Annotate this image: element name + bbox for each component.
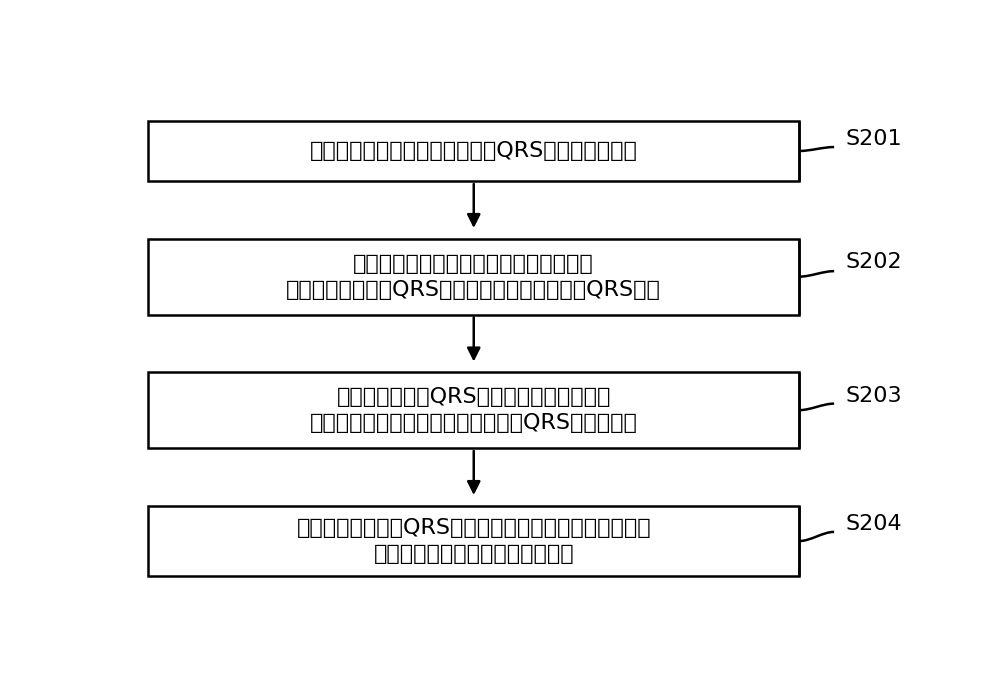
FancyBboxPatch shape (148, 239, 799, 315)
Text: S204: S204 (846, 514, 902, 534)
Text: S203: S203 (846, 386, 902, 406)
Text: S202: S202 (846, 252, 902, 272)
Text: ，输入训练好的分类模型进行分类: ，输入训练好的分类模型进行分类 (373, 544, 574, 564)
FancyBboxPatch shape (148, 372, 799, 448)
FancyBboxPatch shape (148, 121, 799, 181)
Text: 心电信号被检出的QRS波群中，属于同一心拍的QRS波群: 心电信号被检出的QRS波群中，属于同一心拍的QRS波群 (286, 279, 661, 300)
Text: 至少将每个心拍的QRS波群检出比，作为该心拍的特征量: 至少将每个心拍的QRS波群检出比，作为该心拍的特征量 (296, 518, 651, 538)
FancyBboxPatch shape (148, 506, 799, 577)
Text: 基于每个心拍的QRS波群数与采集各导联的: 基于每个心拍的QRS波群数与采集各导联的 (337, 387, 611, 407)
Text: 基于所获取的位置数据，识别出各导联的: 基于所获取的位置数据，识别出各导联的 (353, 254, 594, 273)
Text: S201: S201 (846, 129, 902, 149)
Text: 获取各导联的心电信号被检出的QRS波群的位置数据: 获取各导联的心电信号被检出的QRS波群的位置数据 (310, 141, 638, 161)
Text: 心电信号的导联数，计算出该心拍的QRS波群检出比: 心电信号的导联数，计算出该心拍的QRS波群检出比 (310, 413, 638, 433)
